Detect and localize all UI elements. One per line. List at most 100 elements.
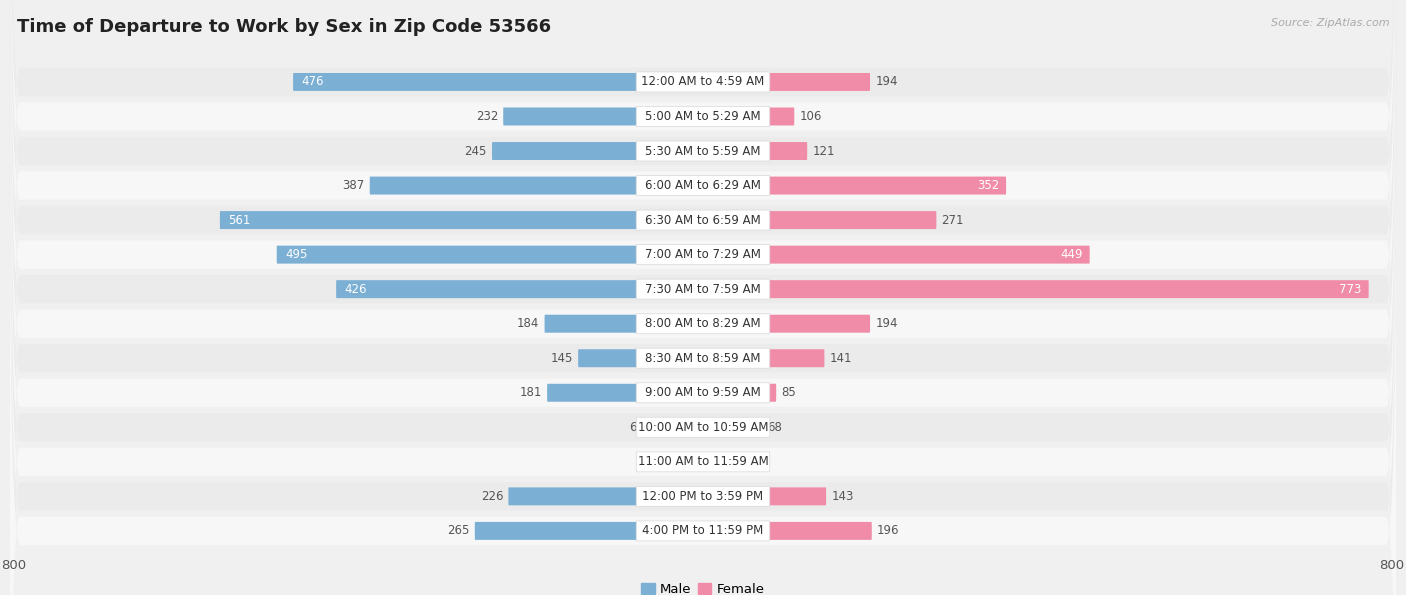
FancyBboxPatch shape	[10, 131, 1396, 595]
FancyBboxPatch shape	[637, 486, 769, 506]
FancyBboxPatch shape	[547, 384, 703, 402]
Text: 476: 476	[302, 76, 325, 89]
FancyBboxPatch shape	[10, 0, 1396, 482]
Text: 352: 352	[977, 179, 1000, 192]
FancyBboxPatch shape	[637, 417, 769, 437]
FancyBboxPatch shape	[292, 73, 703, 91]
FancyBboxPatch shape	[10, 0, 1396, 595]
FancyBboxPatch shape	[703, 280, 1368, 298]
FancyBboxPatch shape	[10, 0, 1396, 552]
Text: 245: 245	[464, 145, 486, 158]
Text: 495: 495	[285, 248, 308, 261]
Text: 426: 426	[344, 283, 367, 296]
FancyBboxPatch shape	[277, 246, 703, 264]
Text: 184: 184	[517, 317, 540, 330]
Text: 5:30 AM to 5:59 AM: 5:30 AM to 5:59 AM	[645, 145, 761, 158]
Text: Time of Departure to Work by Sex in Zip Code 53566: Time of Departure to Work by Sex in Zip …	[17, 18, 551, 36]
FancyBboxPatch shape	[370, 177, 703, 195]
FancyBboxPatch shape	[10, 0, 1396, 595]
FancyBboxPatch shape	[703, 177, 1007, 195]
FancyBboxPatch shape	[703, 418, 762, 436]
Text: 561: 561	[229, 214, 250, 227]
FancyBboxPatch shape	[637, 314, 769, 334]
FancyBboxPatch shape	[503, 108, 703, 126]
Text: 449: 449	[1060, 248, 1083, 261]
FancyBboxPatch shape	[703, 349, 824, 367]
Text: 12:00 PM to 3:59 PM: 12:00 PM to 3:59 PM	[643, 490, 763, 503]
Text: 271: 271	[942, 214, 965, 227]
FancyBboxPatch shape	[703, 384, 776, 402]
FancyBboxPatch shape	[10, 0, 1396, 595]
Text: 11:00 AM to 11:59 AM: 11:00 AM to 11:59 AM	[638, 455, 768, 468]
FancyBboxPatch shape	[492, 142, 703, 160]
FancyBboxPatch shape	[10, 0, 1396, 595]
FancyBboxPatch shape	[637, 521, 769, 541]
Text: 4:00 PM to 11:59 PM: 4:00 PM to 11:59 PM	[643, 524, 763, 537]
Text: 6:00 AM to 6:29 AM: 6:00 AM to 6:29 AM	[645, 179, 761, 192]
Text: 194: 194	[875, 76, 898, 89]
Text: 121: 121	[813, 145, 835, 158]
Text: 194: 194	[875, 317, 898, 330]
Text: 226: 226	[481, 490, 503, 503]
FancyBboxPatch shape	[10, 0, 1396, 586]
Text: 85: 85	[782, 386, 796, 399]
FancyBboxPatch shape	[648, 418, 703, 436]
FancyBboxPatch shape	[637, 141, 769, 161]
Text: 232: 232	[475, 110, 498, 123]
FancyBboxPatch shape	[703, 246, 1090, 264]
Text: 12:00 AM to 4:59 AM: 12:00 AM to 4:59 AM	[641, 76, 765, 89]
Text: 63: 63	[628, 421, 644, 434]
Text: 141: 141	[830, 352, 852, 365]
FancyBboxPatch shape	[703, 453, 733, 471]
FancyBboxPatch shape	[578, 349, 703, 367]
Text: 34: 34	[738, 455, 752, 468]
Text: 7:00 AM to 7:29 AM: 7:00 AM to 7:29 AM	[645, 248, 761, 261]
Text: 6:30 AM to 6:59 AM: 6:30 AM to 6:59 AM	[645, 214, 761, 227]
FancyBboxPatch shape	[637, 279, 769, 299]
FancyBboxPatch shape	[703, 315, 870, 333]
FancyBboxPatch shape	[637, 245, 769, 265]
FancyBboxPatch shape	[703, 487, 827, 505]
Text: 773: 773	[1340, 283, 1362, 296]
FancyBboxPatch shape	[544, 315, 703, 333]
Text: 181: 181	[520, 386, 541, 399]
FancyBboxPatch shape	[336, 280, 703, 298]
FancyBboxPatch shape	[637, 383, 769, 403]
Text: 265: 265	[447, 524, 470, 537]
Text: 145: 145	[551, 352, 574, 365]
Text: 15: 15	[671, 455, 685, 468]
FancyBboxPatch shape	[637, 107, 769, 127]
FancyBboxPatch shape	[10, 61, 1396, 595]
Legend: Male, Female: Male, Female	[636, 578, 770, 595]
FancyBboxPatch shape	[10, 96, 1396, 595]
Text: 7:30 AM to 7:59 AM: 7:30 AM to 7:59 AM	[645, 283, 761, 296]
Text: 68: 68	[766, 421, 782, 434]
FancyBboxPatch shape	[509, 487, 703, 505]
FancyBboxPatch shape	[637, 452, 769, 472]
FancyBboxPatch shape	[703, 73, 870, 91]
FancyBboxPatch shape	[703, 211, 936, 229]
FancyBboxPatch shape	[10, 27, 1396, 595]
FancyBboxPatch shape	[10, 0, 1396, 516]
Text: 143: 143	[831, 490, 853, 503]
FancyBboxPatch shape	[475, 522, 703, 540]
FancyBboxPatch shape	[637, 176, 769, 196]
FancyBboxPatch shape	[10, 0, 1396, 595]
Text: 8:30 AM to 8:59 AM: 8:30 AM to 8:59 AM	[645, 352, 761, 365]
FancyBboxPatch shape	[703, 142, 807, 160]
FancyBboxPatch shape	[703, 108, 794, 126]
Text: 10:00 AM to 10:59 AM: 10:00 AM to 10:59 AM	[638, 421, 768, 434]
FancyBboxPatch shape	[703, 522, 872, 540]
FancyBboxPatch shape	[219, 211, 703, 229]
Text: 8:00 AM to 8:29 AM: 8:00 AM to 8:29 AM	[645, 317, 761, 330]
FancyBboxPatch shape	[637, 210, 769, 230]
Text: Source: ZipAtlas.com: Source: ZipAtlas.com	[1271, 18, 1389, 28]
Text: 9:00 AM to 9:59 AM: 9:00 AM to 9:59 AM	[645, 386, 761, 399]
FancyBboxPatch shape	[637, 348, 769, 368]
Text: 387: 387	[342, 179, 364, 192]
FancyBboxPatch shape	[10, 0, 1396, 595]
FancyBboxPatch shape	[690, 453, 703, 471]
Text: 106: 106	[800, 110, 823, 123]
FancyBboxPatch shape	[637, 72, 769, 92]
Text: 5:00 AM to 5:29 AM: 5:00 AM to 5:29 AM	[645, 110, 761, 123]
